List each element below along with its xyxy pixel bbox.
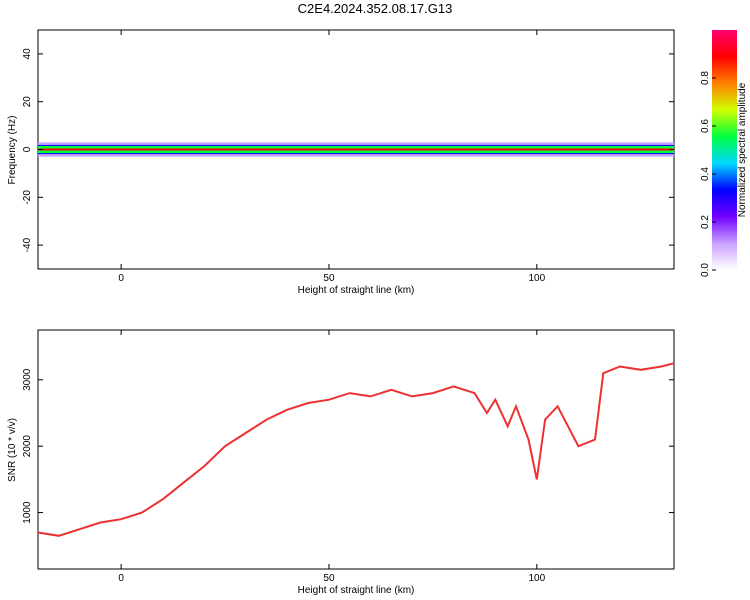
snr-x-axis-label: Height of straight line (km) bbox=[298, 585, 415, 596]
spectrogram-band bbox=[38, 142, 674, 157]
y-tick-label: 0 bbox=[22, 146, 33, 152]
x-tick-label: 50 bbox=[323, 273, 335, 284]
y-tick-label: 20 bbox=[22, 96, 33, 108]
spectrogram-x-axis-label: Height of straight line (km) bbox=[298, 285, 415, 296]
y-tick-label: 3000 bbox=[22, 368, 33, 391]
x-tick-label: 100 bbox=[528, 273, 545, 284]
colorbar-tick-label: 0.2 bbox=[700, 215, 711, 229]
colorbar-tick-label: 0.0 bbox=[700, 263, 711, 277]
snr-y-ticks: 1000 2000 3000 bbox=[22, 368, 674, 524]
snr-line bbox=[37, 362, 675, 537]
page-title: C2E4.2024.352.08.17.G13 bbox=[297, 1, 453, 16]
snr-series bbox=[37, 362, 675, 537]
spectrogram-x-ticks: 0 50 100 bbox=[118, 30, 546, 284]
spectrogram-y-axis-label: Frequency (Hz) bbox=[7, 116, 18, 185]
colorbar bbox=[712, 30, 737, 270]
snr-y-axis-label: SNR (10 * v/v) bbox=[7, 418, 18, 482]
y-tick-label: 1000 bbox=[22, 501, 33, 524]
snr-plot-area bbox=[37, 329, 675, 570]
y-tick-label: 2000 bbox=[22, 435, 33, 458]
colorbar-tick-label: 0.4 bbox=[700, 167, 711, 181]
y-tick-label: -20 bbox=[22, 190, 33, 205]
y-tick-label: 40 bbox=[22, 48, 33, 60]
colorbar-label: Normalized spectral amplitude bbox=[737, 82, 748, 217]
snr-x-ticks: 0 50 100 bbox=[118, 330, 546, 584]
x-tick-label: 50 bbox=[323, 573, 335, 584]
spectrogram-chart: 0 50 100 -40 -20 0 20 40 Height of straight li… bbox=[7, 29, 748, 296]
colorbar-tick-label: 0.8 bbox=[700, 71, 711, 85]
x-tick-label: 0 bbox=[118, 573, 124, 584]
x-tick-label: 0 bbox=[118, 273, 124, 284]
y-tick-label: -40 bbox=[22, 237, 33, 252]
x-tick-label: 100 bbox=[528, 573, 545, 584]
spectrogram-y-ticks: -40 -20 0 20 40 bbox=[22, 48, 674, 252]
colorbar-ticks: 0.0 0.2 0.4 0.6 0.8 bbox=[700, 71, 716, 277]
colorbar-tick-label: 0.6 bbox=[700, 119, 711, 133]
